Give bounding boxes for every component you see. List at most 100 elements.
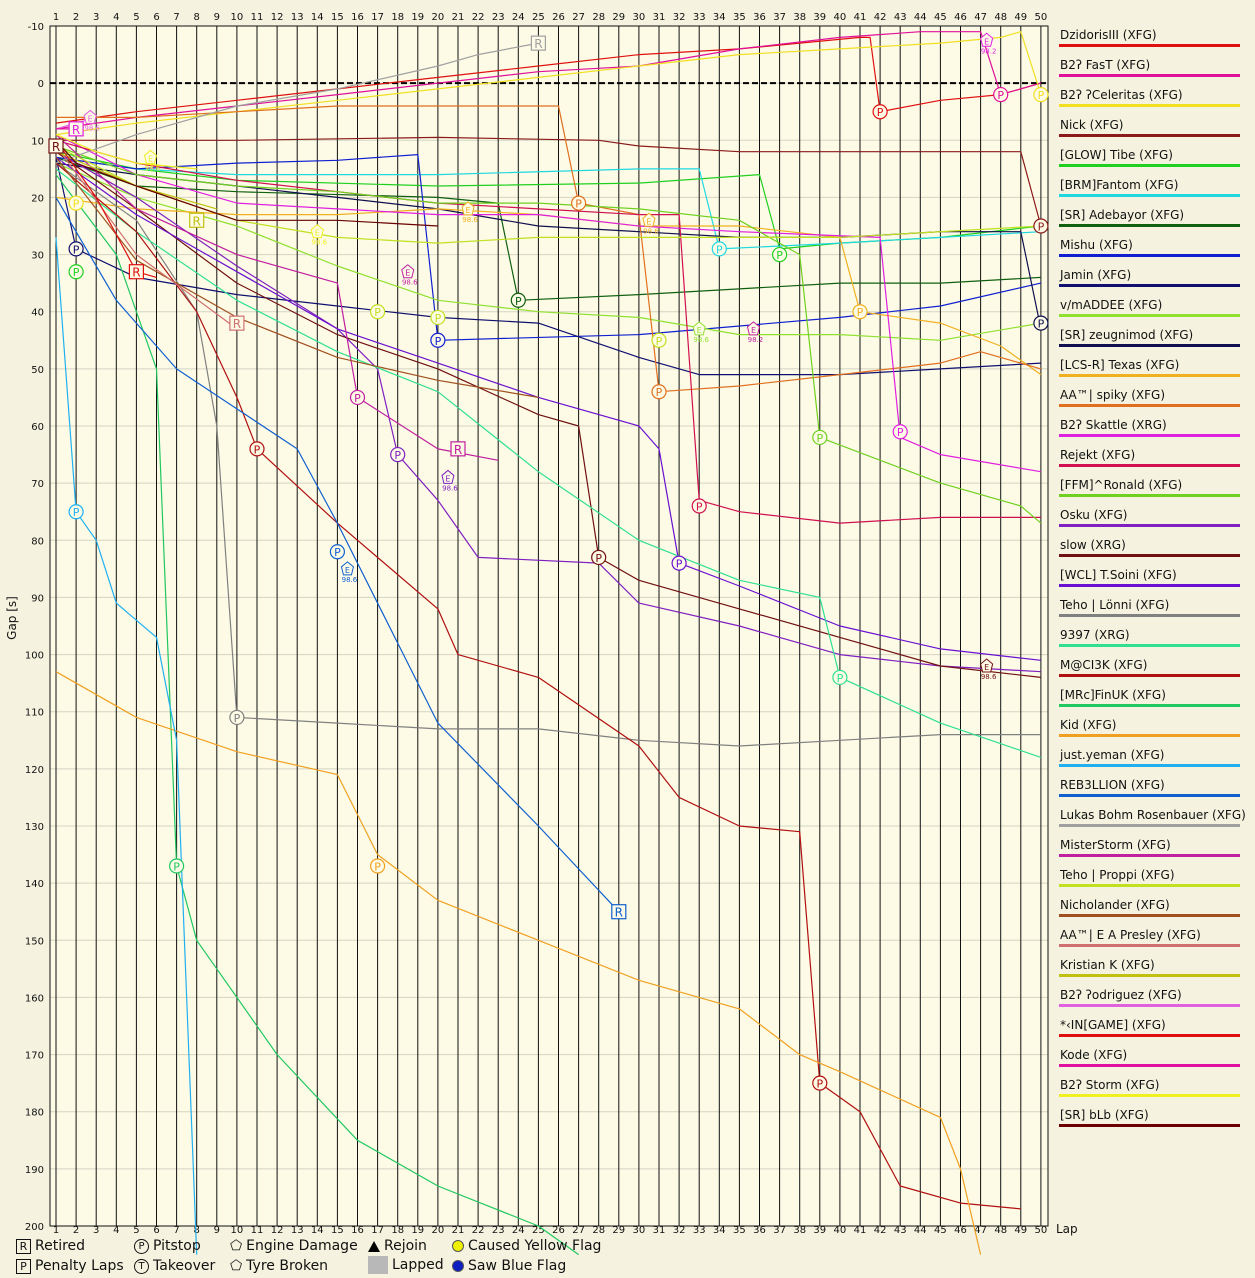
legend-item-name: [WCL] T.Soini (XFG) [1060,568,1177,582]
x-tick-label-bottom: 5 [133,1225,139,1236]
x-tick-label-top: 43 [894,12,907,23]
legend-item-swatch [1059,74,1240,77]
marker-p-35: P [872,104,888,120]
legend-item-name: [BRM]Fantom (XFG) [1060,178,1179,192]
y-tick-label: 150 [25,936,44,947]
legend-item-swatch [1059,704,1240,707]
legend-item-3: Nick (XFG) [1056,112,1248,142]
legend-item-swatch [1059,794,1240,797]
retired-marker-letter: R [193,214,201,228]
pitstop-marker-circle [993,86,1009,103]
marker-p-24: P [591,549,607,566]
series-line-14 [55,139,1041,524]
pitstop-marker-circle [852,304,868,320]
series-line-13 [55,134,1042,473]
marker-p-11: P [68,504,84,520]
x-tick-label-bottom: 35 [733,1225,746,1236]
legend-item-name: just.yeman (XFG) [1060,748,1165,762]
legend-item-name: B2ʔ Skattle (XRG) [1060,418,1167,432]
x-tick-label-top: 19 [411,12,424,23]
legend-item-swatch [1059,674,1240,677]
x-tick-label-bottom: 34 [713,1225,726,1236]
x-tick-label-top: 14 [311,12,324,23]
series-line-23 [55,671,982,1255]
legend-item-swatch [1059,224,1240,227]
engine-marker-value: 98.6 [442,484,458,492]
retired-marker-letter: R [534,37,542,51]
legend-item-5: [BRM]Fantom (XFG) [1056,172,1248,202]
pitstop-marker-circle [68,504,84,520]
x-tick-label-top: 2 [73,12,79,23]
marker-r-7: R [611,904,627,920]
legend-item-28: Teho | Proppi (XFG) [1056,862,1248,892]
pitstop-marker-letter: P [435,335,442,348]
legend-item-swatch [1059,974,1240,977]
x-tick-label-top: 39 [813,12,826,23]
x-tick-label-top: 15 [331,12,344,23]
x-tick-label-top: 33 [693,12,706,23]
legend-item-name: [SR] Adebayor (XFG) [1060,208,1185,222]
x-tick-label-bottom: 50 [1035,1225,1048,1236]
pitstop-marker-letter: P [897,426,904,439]
x-tick-label-top: 29 [612,12,625,23]
x-tick-label-bottom: 1 [53,1225,59,1236]
legend-item-name: [LCS-R] Texas (XFG) [1060,358,1180,372]
legend-item-swatch [1059,854,1240,857]
x-tick-label-top: 40 [834,12,847,23]
x-tick-label-top: 49 [1014,12,1027,23]
y-tick-label: 180 [25,1108,44,1119]
y-tick-label: 130 [25,822,44,833]
y-tick-label: 190 [25,1165,44,1176]
x-tick-label-top: 13 [291,12,304,23]
x-tick-label-bottom: 11 [251,1225,264,1236]
legend-item-20: 9397 (XRG) [1056,622,1248,652]
legend-item-name: Lukas Bohm Rosenbauer (XFG) [1060,808,1246,822]
legend-item-swatch [1059,914,1240,917]
series-line-30 [55,145,238,330]
x-tick-label-bottom: 14 [311,1225,324,1236]
legend-takeover-label: Takeover [153,1258,216,1274]
engine-marker-shape [401,264,415,279]
x-tick-label-bottom: 29 [612,1225,625,1236]
y-tick-label: 40 [31,308,44,319]
x-tick-label-bottom: 27 [572,1225,585,1236]
pitstop-marker-circle [872,104,888,120]
engine-marker-letter: E [405,269,410,278]
plot-border [49,25,1049,1227]
x-tick-label-bottom: 2 [73,1225,79,1236]
engine-marker-value: 98.6 [693,336,709,344]
retired-marker-letter: R [615,906,623,920]
legend-item-swatch [1059,824,1240,827]
x-tick-label-bottom: 24 [512,1225,525,1236]
legend-item-swatch [1059,284,1240,287]
x-tick-label-top: 27 [572,12,585,23]
marker-p-15: P [329,544,345,560]
legend-item-name: Kristian K (XFG) [1060,958,1155,972]
x-tick-label-bottom: 28 [592,1225,605,1236]
x-tick-label-bottom: 33 [693,1225,706,1236]
y-tick-label: 70 [31,479,44,490]
y-tick-label: 110 [25,708,44,719]
legend-item-21: M@CI3K (XFG) [1056,652,1248,682]
x-tick-label-top: 50 [1035,12,1048,23]
x-tick-label-top: 12 [271,12,284,23]
retired-icon: R [16,1238,31,1254]
x-tick-label-bottom: 43 [894,1225,907,1236]
engine-marker-shape [143,149,158,164]
legend-item-23: Kid (XFG) [1056,712,1248,742]
engine-damage-icon: ⬠ [230,1238,243,1254]
legend-item-swatch [1059,104,1240,107]
y-tick-label: 80 [31,536,44,547]
retired-marker-box [530,35,547,51]
series-line-35 [55,134,197,170]
pitstop-marker-circle [370,858,386,874]
pitstop-marker-letter: P [394,449,401,462]
series-legend: DzidorisIII (XFG) B2ʔ FasT (XFG) B2ʔ ʔCele… [1056,22,1248,1132]
series-line-3 [56,136,1042,227]
pitstop-marker-circle [812,1075,828,1091]
legend-item-9: v/mADDEE (XFG) [1056,292,1248,322]
series-line-36 [55,139,438,227]
legend-item-swatch [1059,344,1240,347]
pitstop-marker-circle [510,292,526,308]
